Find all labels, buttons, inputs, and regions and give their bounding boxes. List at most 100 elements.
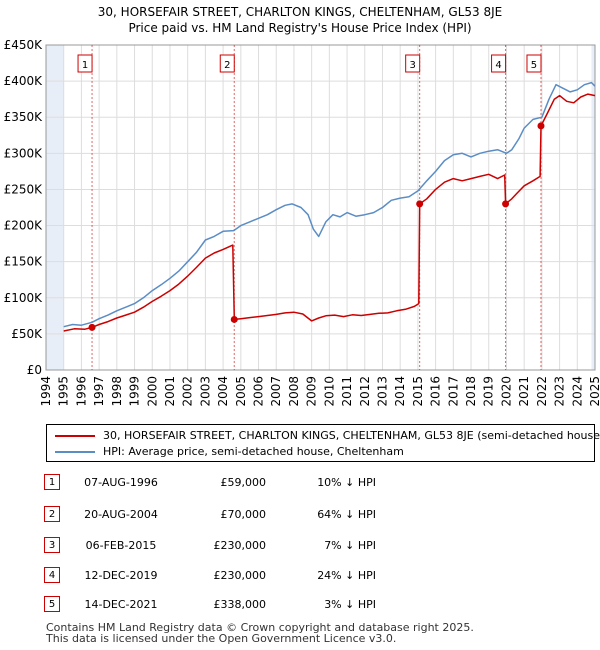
shade-region-end (591, 45, 595, 370)
x-tick-label: 1999 (128, 376, 142, 407)
hpi-series-line (63, 81, 596, 328)
y-tick-label: £400K (4, 74, 44, 88)
sale-marker-number: 3 (409, 60, 415, 71)
x-tick-label: 2023 (553, 376, 567, 407)
x-tick-label: 1995 (57, 376, 71, 407)
sale-point (537, 122, 545, 130)
sale-point (88, 323, 96, 331)
sale-hpi-diff: 24% ↓ HPI (317, 569, 376, 582)
x-tick-label: 2015 (411, 376, 425, 407)
legend-swatch-hpi (55, 451, 95, 453)
chart-subtitle: Price paid vs. HM Land Registry's House … (128, 21, 472, 35)
sale-marker-box (491, 54, 507, 73)
y-tick-label: £0 (27, 363, 42, 377)
x-tick-label: 1998 (110, 376, 124, 407)
sale-marker-box (219, 54, 235, 73)
sale-number-badge: 2 (44, 506, 60, 522)
x-tick-label: 2018 (464, 376, 478, 407)
sale-marker-label: 4 (491, 54, 507, 73)
x-tick-label: 2020 (499, 376, 513, 407)
sale-marker-number: 1 (82, 60, 88, 71)
y-tick-label: £350K (4, 110, 44, 124)
sale-number-badge: 4 (44, 567, 60, 583)
sale-date: 12-DEC-2019 (84, 569, 158, 582)
legend-label-hpi: HPI: Average price, semi-detached house,… (103, 445, 404, 458)
x-tick-label: 2009 (305, 376, 319, 407)
y-tick-label: £50K (11, 327, 43, 341)
chart-title: 30, HORSEFAIR STREET, CHARLTON KINGS, CH… (97, 5, 503, 19)
sale-marker-label: 5 (526, 54, 542, 73)
sale-hpi-diff: 64% ↓ HPI (317, 508, 376, 521)
x-tick-label: 2013 (375, 376, 389, 407)
sale-point (502, 200, 510, 208)
x-tick-label: 2014 (393, 376, 407, 407)
x-tick-label: 2019 (482, 376, 496, 407)
x-tick-label: 1997 (92, 376, 106, 407)
footer-copyright: Contains HM Land Registry data © Crown c… (46, 621, 474, 634)
y-tick-label: £250K (4, 182, 44, 196)
sale-row: 1 07-AUG-1996 £59,000 10% ↓ HPI (0, 474, 600, 492)
plot-area (46, 45, 595, 370)
sale-hpi-diff: 3% ↓ HPI (324, 598, 376, 611)
x-tick-label: 2010 (322, 376, 336, 407)
sale-row: 3 06-FEB-2015 £230,000 7% ↓ HPI (0, 537, 600, 555)
y-tick-label: £450K (4, 38, 44, 52)
x-tick-label: 2001 (163, 376, 177, 407)
sale-marker-box (405, 54, 421, 73)
shade-region-start (46, 45, 64, 370)
x-tick-label: 2000 (145, 376, 159, 407)
sale-price: £338,000 (213, 598, 267, 611)
x-tick-label: 2006 (252, 376, 266, 407)
sale-marker-label: 2 (219, 54, 235, 73)
sale-price: £70,000 (220, 508, 267, 521)
sale-marker-label: 3 (405, 54, 421, 73)
x-tick-label: 2007 (269, 376, 283, 407)
legend-swatch-price (55, 435, 95, 437)
sale-hpi-diff: 7% ↓ HPI (324, 539, 376, 552)
sale-point (416, 200, 424, 208)
x-tick-label: 2022 (535, 376, 549, 407)
x-tick-label: 2011 (340, 376, 354, 407)
sale-point (230, 315, 238, 323)
sale-number-badge: 5 (44, 596, 60, 612)
sale-row: 4 12-DEC-2019 £230,000 24% ↓ HPI (0, 567, 600, 585)
y-tick-label: £100K (4, 291, 44, 305)
sale-date: 20-AUG-2004 (84, 508, 158, 521)
sale-marker-box (526, 54, 542, 73)
sale-number-badge: 3 (44, 537, 60, 553)
sale-price: £230,000 (213, 539, 267, 552)
sale-date: 07-AUG-1996 (84, 476, 158, 489)
x-tick-label: 2005 (234, 376, 248, 407)
plot-border (45, 44, 596, 371)
x-tick-label: 1996 (74, 376, 88, 407)
x-tick-label: 2008 (287, 376, 301, 407)
y-tick-label: £300K (4, 146, 44, 160)
sale-row: 5 14-DEC-2021 £338,000 3% ↓ HPI (0, 596, 600, 614)
sale-marker-label: 1 (77, 54, 93, 73)
x-tick-label: 2004 (216, 376, 230, 407)
x-tick-label: 2002 (181, 376, 195, 407)
x-tick-label: 2003 (198, 376, 212, 407)
legend-label-price: 30, HORSEFAIR STREET, CHARLTON KINGS, CH… (103, 429, 600, 442)
sale-marker-number: 4 (495, 60, 501, 71)
x-tick-label: 1994 (39, 376, 53, 407)
sale-hpi-diff: 10% ↓ HPI (317, 476, 376, 489)
x-tick-label: 2021 (517, 376, 531, 407)
sale-marker-number: 5 (531, 60, 537, 71)
y-tick-label: £150K (4, 255, 44, 269)
sale-marker-box (77, 54, 93, 73)
x-tick-label: 2017 (446, 376, 460, 407)
x-tick-label: 2012 (358, 376, 372, 407)
x-tick-label: 2024 (570, 376, 584, 407)
sale-date: 06-FEB-2015 (85, 539, 157, 552)
x-tick-label: 2016 (429, 376, 443, 407)
sale-number-badge: 1 (44, 474, 60, 490)
sale-date: 14-DEC-2021 (84, 598, 158, 611)
price-chart: £0 £50K £100K £150K £200K £250K £300K £350K £400… (4, 38, 600, 407)
footer-licence: This data is licensed under the Open Gov… (46, 632, 397, 645)
x-tick-label: 2025 (588, 376, 600, 407)
y-tick-label: £200K (4, 219, 44, 233)
sale-row: 2 20-AUG-2004 £70,000 64% ↓ HPI (0, 506, 600, 524)
price-paid-series-line (63, 93, 596, 332)
sale-price: £230,000 (213, 569, 267, 582)
